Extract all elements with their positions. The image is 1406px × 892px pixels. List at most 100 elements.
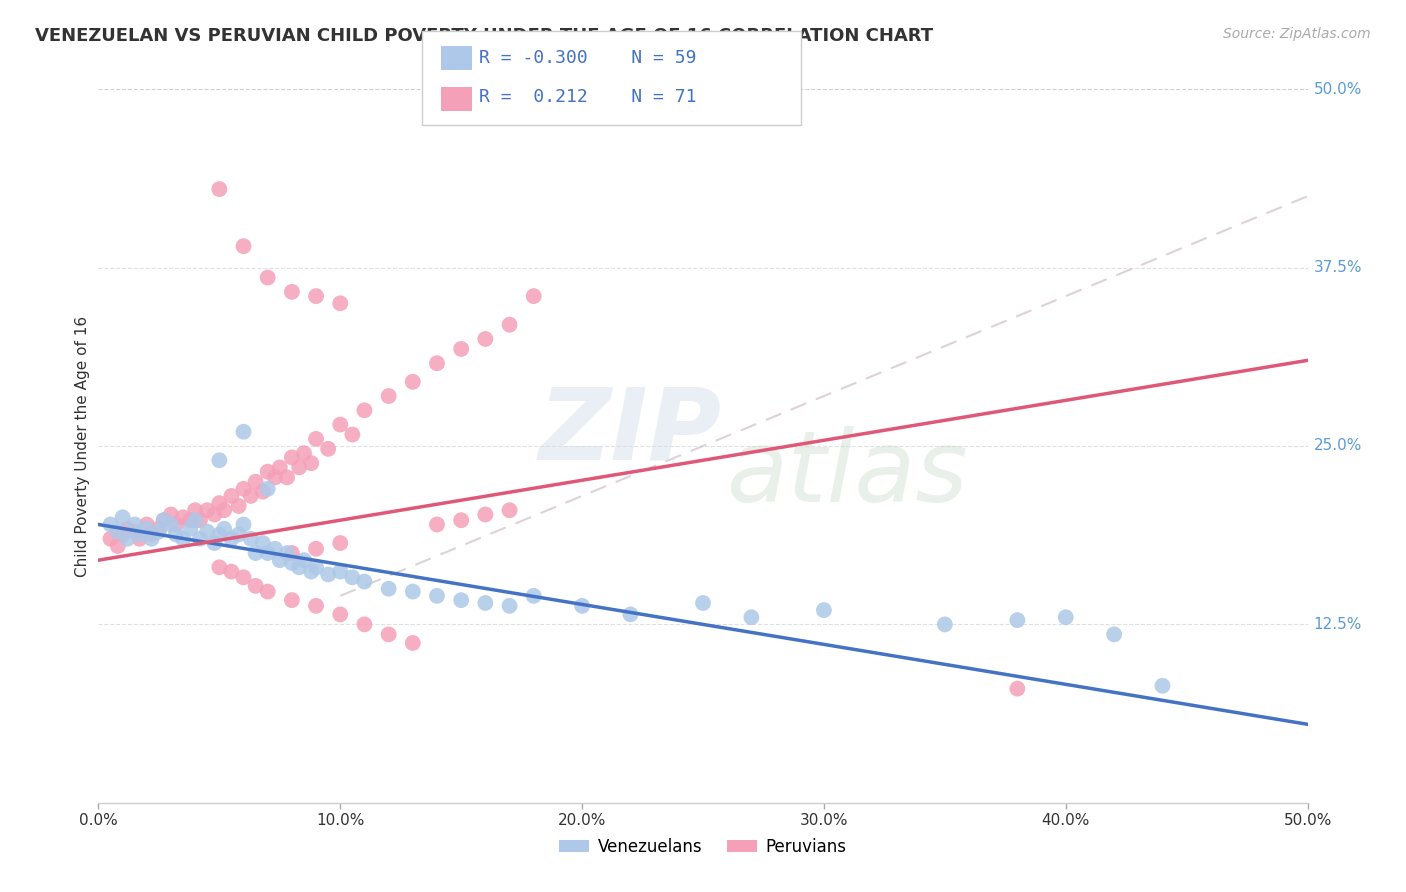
Point bbox=[208, 182, 231, 196]
Point bbox=[239, 532, 262, 546]
Point bbox=[299, 565, 322, 579]
Point bbox=[276, 546, 298, 560]
Point bbox=[117, 532, 139, 546]
Point bbox=[221, 532, 243, 546]
Point bbox=[571, 599, 593, 613]
Point bbox=[426, 589, 449, 603]
Point bbox=[450, 593, 472, 607]
Text: 37.5%: 37.5% bbox=[1313, 260, 1362, 275]
Point bbox=[117, 522, 139, 536]
Point bbox=[292, 553, 315, 567]
Text: Source: ZipAtlas.com: Source: ZipAtlas.com bbox=[1223, 27, 1371, 41]
Point bbox=[208, 496, 231, 510]
Point bbox=[152, 513, 174, 527]
Point bbox=[1054, 610, 1077, 624]
Point bbox=[498, 503, 520, 517]
Point bbox=[204, 536, 226, 550]
Point bbox=[148, 524, 170, 539]
Point bbox=[208, 527, 231, 541]
Point bbox=[221, 565, 243, 579]
Point bbox=[172, 510, 194, 524]
Point bbox=[402, 375, 425, 389]
Point bbox=[128, 532, 150, 546]
Point bbox=[252, 484, 274, 499]
Point bbox=[208, 453, 231, 467]
Point bbox=[450, 513, 472, 527]
Point bbox=[329, 536, 352, 550]
Point bbox=[426, 517, 449, 532]
Point bbox=[934, 617, 956, 632]
Point bbox=[269, 460, 291, 475]
Point bbox=[141, 532, 163, 546]
Point bbox=[264, 470, 287, 484]
Y-axis label: Child Poverty Under the Age of 16: Child Poverty Under the Age of 16 bbox=[75, 316, 90, 576]
Point bbox=[474, 596, 496, 610]
Point bbox=[245, 475, 267, 489]
Point bbox=[256, 270, 278, 285]
Text: 25.0%: 25.0% bbox=[1313, 439, 1362, 453]
Point bbox=[305, 541, 328, 556]
Point bbox=[135, 522, 157, 536]
Point bbox=[195, 503, 218, 517]
Text: R =  0.212    N = 71: R = 0.212 N = 71 bbox=[479, 88, 697, 106]
Point bbox=[208, 560, 231, 574]
Point bbox=[281, 450, 304, 465]
Point bbox=[299, 456, 322, 470]
Point bbox=[426, 356, 449, 370]
Point bbox=[474, 332, 496, 346]
Point bbox=[377, 389, 399, 403]
Point bbox=[179, 522, 201, 536]
Point bbox=[245, 546, 267, 560]
Point bbox=[107, 524, 129, 539]
Point bbox=[281, 546, 304, 560]
Point bbox=[377, 582, 399, 596]
Point bbox=[256, 584, 278, 599]
Point bbox=[256, 482, 278, 496]
Point bbox=[160, 508, 183, 522]
Point bbox=[329, 417, 352, 432]
Point bbox=[184, 513, 207, 527]
Point bbox=[1007, 681, 1029, 696]
Point bbox=[281, 593, 304, 607]
Point bbox=[232, 482, 254, 496]
Point bbox=[165, 517, 187, 532]
Point bbox=[232, 570, 254, 584]
Point bbox=[256, 546, 278, 560]
Point bbox=[107, 539, 129, 553]
Point bbox=[172, 532, 194, 546]
Point bbox=[523, 589, 546, 603]
Point bbox=[232, 425, 254, 439]
Point bbox=[152, 513, 174, 527]
Point bbox=[188, 513, 211, 527]
Point bbox=[212, 522, 235, 536]
Point bbox=[165, 527, 187, 541]
Point bbox=[141, 527, 163, 541]
Point bbox=[353, 574, 375, 589]
Point bbox=[316, 442, 339, 456]
Point bbox=[329, 296, 352, 310]
Text: ZIP: ZIP bbox=[538, 384, 721, 480]
Point bbox=[232, 517, 254, 532]
Point bbox=[228, 527, 250, 541]
Text: R = -0.300    N = 59: R = -0.300 N = 59 bbox=[479, 49, 697, 67]
Point bbox=[305, 599, 328, 613]
Point bbox=[232, 239, 254, 253]
Point bbox=[135, 517, 157, 532]
Point bbox=[148, 522, 170, 536]
Point bbox=[692, 596, 714, 610]
Text: atlas: atlas bbox=[727, 426, 969, 523]
Point bbox=[292, 446, 315, 460]
Point bbox=[450, 342, 472, 356]
Point bbox=[619, 607, 641, 622]
Text: 50.0%: 50.0% bbox=[1313, 82, 1362, 96]
Point bbox=[212, 503, 235, 517]
Point bbox=[188, 532, 211, 546]
Point bbox=[377, 627, 399, 641]
Point bbox=[316, 567, 339, 582]
Point bbox=[281, 285, 304, 299]
Point bbox=[276, 470, 298, 484]
Point bbox=[474, 508, 496, 522]
Point bbox=[1007, 613, 1029, 627]
Point bbox=[288, 460, 311, 475]
Point bbox=[1102, 627, 1125, 641]
